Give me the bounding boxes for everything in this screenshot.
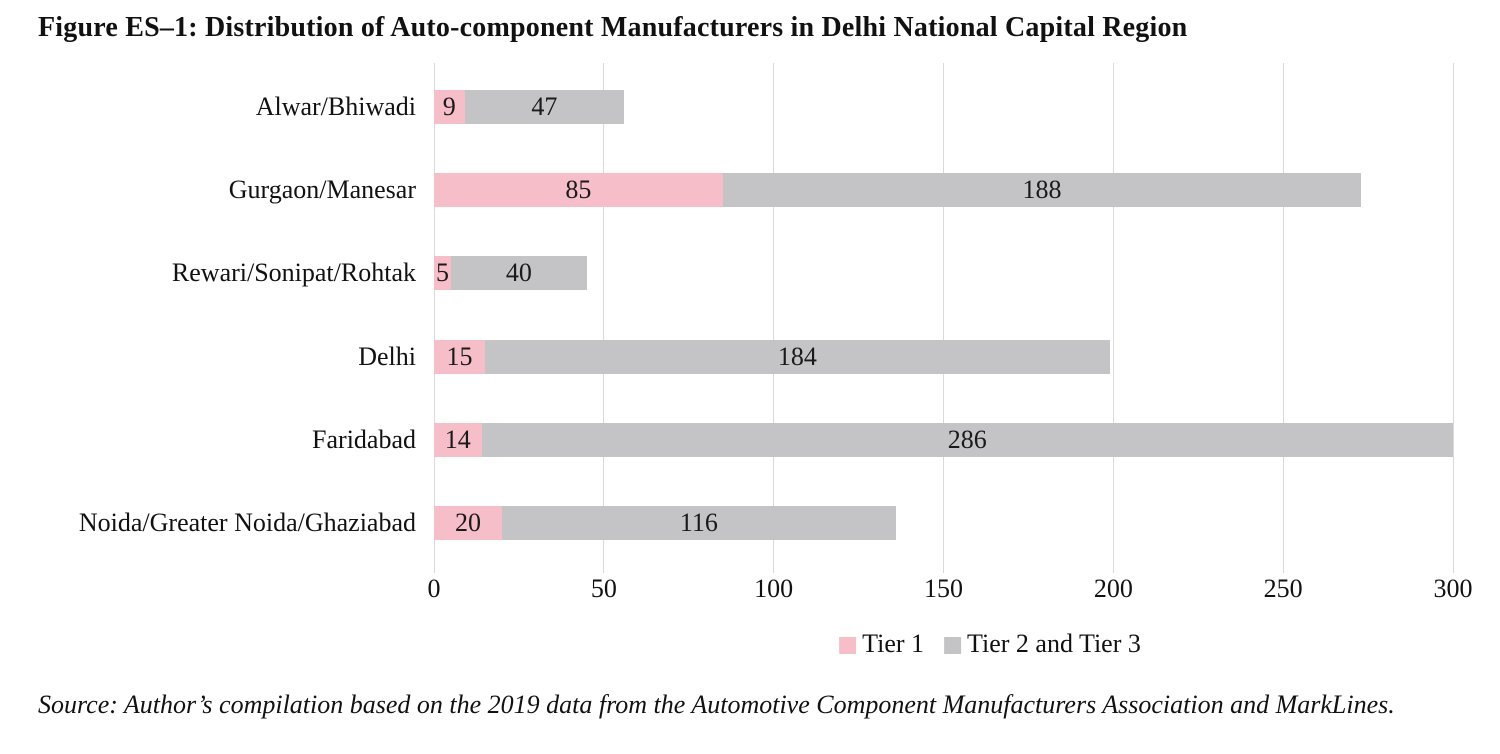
bar-segment-tier1: 20: [434, 506, 502, 541]
stacked-bar: 85 188: [434, 172, 1362, 207]
bar-row: 85 188: [434, 148, 1453, 231]
bar-segment-tier2-3: 184: [484, 339, 1110, 374]
plot-area: 9 47 85 188 5 40 15 184 14 286 20 116: [433, 63, 1454, 573]
data-label: 188: [1022, 174, 1062, 204]
data-label: 85: [565, 174, 592, 204]
x-tick-label: 150: [924, 574, 963, 603]
bar-segment-tier1: 85: [434, 172, 723, 207]
data-label: 15: [446, 341, 473, 371]
bar-segment-tier1: 14: [434, 422, 482, 457]
category-label: Gurgaon/Manesar: [228, 174, 416, 204]
bar-row: 14 286: [434, 398, 1453, 481]
data-label: 47: [531, 91, 558, 121]
bar-segment-tier2-3: 47: [464, 89, 625, 124]
x-tick-label: 250: [1263, 574, 1303, 603]
gridline: [773, 63, 775, 573]
data-label: 40: [505, 258, 532, 288]
stacked-bar: 14 286: [434, 422, 1453, 457]
category-label: Faridabad: [312, 424, 416, 454]
data-label: 286: [947, 424, 987, 454]
gridline: [603, 63, 605, 573]
stacked-bar: 15 184: [434, 339, 1110, 374]
legend-swatch: [839, 636, 857, 654]
gridline: [943, 63, 944, 573]
bar-row: 5 40: [434, 232, 1453, 315]
bar-segment-tier1: 5: [434, 256, 451, 291]
x-tick-label: 200: [1093, 574, 1133, 603]
bar-segment-tier2-3: 40: [450, 256, 587, 291]
stacked-bar: 5 40: [434, 256, 587, 291]
gridline: [1282, 63, 1284, 573]
data-label: 5: [435, 258, 449, 288]
legend-entry: Tier 1: [839, 629, 924, 659]
gridline: [1112, 63, 1114, 573]
legend-swatch: [944, 636, 962, 654]
legend: Tier 1 Tier 2 and Tier 3: [839, 629, 1141, 659]
x-tick-label: 50: [590, 574, 617, 603]
category-label: Delhi: [358, 341, 416, 371]
chart-title: Figure ES–1: Distribution of Auto-compon…: [38, 12, 1188, 43]
x-tick-label: 100: [754, 574, 794, 603]
bar-segment-tier1: 15: [434, 339, 485, 374]
category-label: Alwar/Bhiwadi: [255, 91, 416, 121]
stacked-bar: 9 47: [434, 89, 625, 124]
data-label: 116: [679, 508, 718, 538]
bar-segment-tier2-3: 188: [722, 172, 1362, 207]
bar-row: 9 47: [434, 65, 1453, 148]
legend-label: Tier 2 and Tier 3: [967, 629, 1141, 658]
data-label: 20: [454, 508, 481, 538]
x-tick-label: 0: [427, 574, 441, 603]
data-label: 9: [442, 91, 456, 121]
data-label: 184: [777, 341, 817, 371]
gridline: [1452, 63, 1454, 573]
legend-label: Tier 1: [862, 629, 925, 658]
bar-segment-tier1: 9: [434, 89, 465, 124]
category-labels: Alwar/Bhiwadi Gurgaon/Manesar Rewari/Sonip…: [0, 65, 425, 565]
data-label: 14: [444, 424, 471, 454]
x-axis: 0 50 100 150 200 250 300: [428, 574, 1473, 608]
source-note: Source: Author’s compilation based on th…: [38, 690, 1395, 719]
category-label: Noida/Greater Noida/Ghaziabad: [78, 508, 416, 538]
bar-segment-tier2-3: 286: [481, 422, 1453, 457]
stacked-bar: 20 116: [434, 506, 896, 541]
bar-row: 20 116: [434, 482, 1453, 565]
bar-row: 15 184: [434, 315, 1453, 398]
x-tick-label: 300: [1433, 574, 1473, 603]
bar-segment-tier2-3: 116: [501, 506, 896, 541]
category-label: Rewari/Sonipat/Rohtak: [171, 258, 416, 288]
gridline: [433, 63, 435, 573]
legend-entry: Tier 2 and Tier 3: [944, 629, 1141, 659]
